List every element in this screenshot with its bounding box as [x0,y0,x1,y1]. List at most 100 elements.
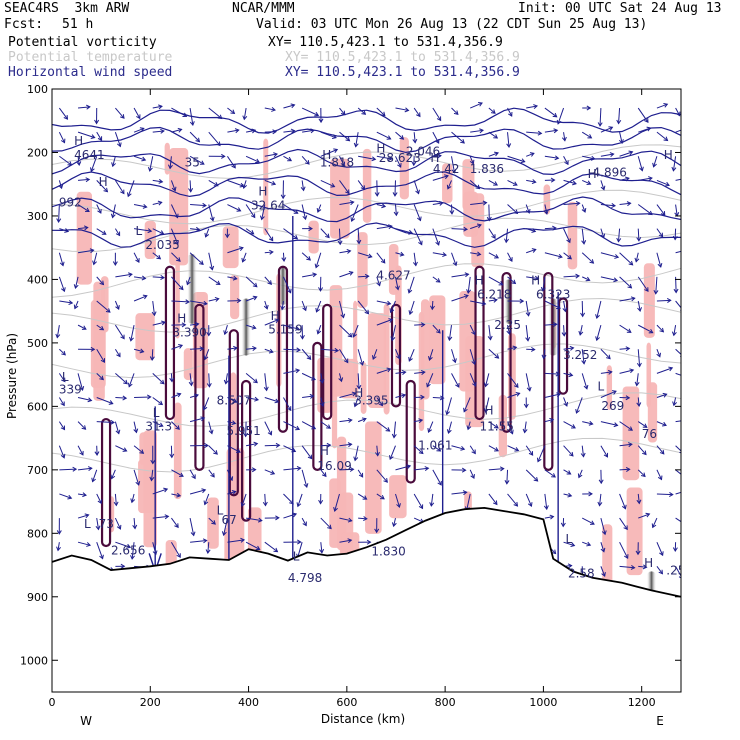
wind-vector-head [101,230,107,235]
wind-vector-head [471,449,476,455]
field-value-label: H [99,175,108,189]
wind-vector-head [132,524,138,530]
wind-vector-head [161,320,166,326]
wind-vector [581,204,586,213]
wind-vector-head [471,360,477,366]
wind-vector-head [160,128,165,134]
field-value-label: H [74,134,83,148]
wind-vector [190,228,200,231]
field-value-label: 67 [222,513,237,527]
wind-vector [152,105,163,109]
pv-contour [543,271,554,471]
wind-vector [58,131,65,143]
wind-vector [133,295,148,302]
wind-vector-head [179,472,184,477]
wind-vector-head [274,398,280,404]
field-value-label: 1.836 [470,162,504,176]
wind-vector-head [530,346,536,352]
wind-vector-head [296,347,301,353]
wind-vector-head [587,134,593,139]
wind-vector [376,252,386,264]
wind-vector [525,300,530,316]
wind-vector-head [58,184,64,190]
wind-vector-head [302,521,307,527]
wind-vector-head [116,142,122,148]
wind-vector-head [435,240,440,246]
wind-vector-head [221,531,227,537]
wind-vector [320,131,337,139]
wind-vector [582,421,593,425]
wind-vector-head [61,377,66,383]
wind-vector-head [73,284,79,290]
field-value-label: 269 [601,399,624,413]
wind-vector [600,276,618,282]
wind-vector-head [586,541,592,547]
wind-vector-head [231,420,237,426]
wind-vector-head [669,491,674,497]
wind-vector-head [142,203,148,209]
wind-vector-head [656,352,662,358]
wind-vector [77,421,86,430]
wind-vector-head [306,256,311,261]
wind-vector-head [269,249,274,255]
field-xy-pv: XY= 110.5,423.1 to 531.4,356.9 [268,35,503,50]
wind-vector-head [105,308,111,313]
wind-vector [301,204,307,220]
wind-vector-head [175,425,180,430]
pv-patch [357,232,368,308]
wind-vector [242,252,247,263]
wind-vector [96,542,104,559]
wind-vector [352,324,359,338]
wind-vector-head [86,542,92,547]
wind-vector [600,153,614,157]
wind-vector-head [250,213,256,219]
wind-vector-head [685,418,689,422]
wind-vector-head [476,223,482,229]
wind-vector-head [611,390,617,395]
valid-time: Valid: 03 UTC Mon 26 Aug 13 (22 CDT Sun … [256,17,648,32]
theta-contours [52,144,681,473]
wind-vector-head [575,408,580,414]
wind-vector-head [471,330,476,336]
wind-vector-head [460,445,466,451]
wind-vector-head [228,476,234,482]
wind-vector-head [240,502,246,507]
wind-vector [413,493,423,509]
wind-vector-head [333,507,338,512]
wind-vector [334,493,340,512]
wind-vector-head [280,194,286,200]
wind-vector [600,421,618,426]
wind-vector-head [60,425,66,431]
field-value-label: 4.42 [433,162,460,176]
wind-vector [581,252,594,264]
wind-vector [171,469,184,477]
wind-vector [339,419,352,423]
wind-vector-head [543,209,549,215]
wind-vector-head [455,382,460,388]
wind-vector-head [189,121,195,127]
wind-vector-head [437,153,442,159]
field-value-label: H [644,556,653,570]
field-value-label: 4.798 [288,571,322,585]
wind-vector [246,347,256,350]
wind-vector-head [215,280,221,286]
wind-vector [357,493,367,500]
wind-vector-head [139,348,145,354]
wind-vector-head [626,201,632,207]
wind-vector-head [296,465,302,471]
wind-vector-head [95,525,101,531]
wind-vector-head [595,336,600,342]
wind-vector-head [567,492,573,498]
wind-vector-head [549,417,555,423]
pv-patch [336,436,347,551]
wind-vector-head [353,402,359,408]
wind-vector [171,344,183,350]
wind-vector-head [330,183,336,188]
wind-vector [544,155,559,159]
wind-vector-head [135,480,141,486]
wind-vector-head [466,289,472,294]
wind-vector-head [526,386,532,392]
wind-vector [469,102,483,109]
wind-vector [675,420,681,423]
wind-vector-head [672,547,678,552]
